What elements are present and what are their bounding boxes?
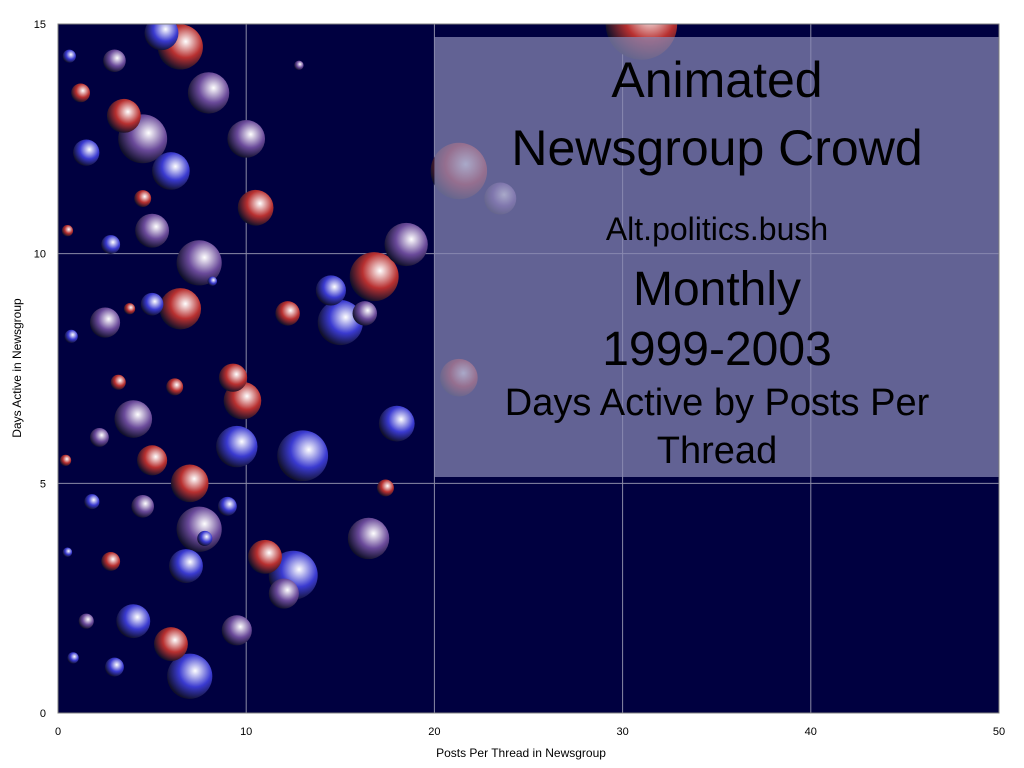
bubble bbox=[123, 303, 136, 315]
bubble-series bbox=[59, 24, 678, 699]
bubble bbox=[62, 547, 73, 557]
bubble bbox=[140, 292, 164, 316]
bubble bbox=[71, 83, 90, 103]
chart-title-line-2: Newsgroup Crowd bbox=[511, 120, 922, 176]
bubble bbox=[152, 152, 190, 190]
bubble bbox=[352, 301, 377, 326]
bubble bbox=[153, 627, 188, 662]
bubble bbox=[376, 479, 394, 497]
bubble bbox=[294, 60, 304, 71]
bubble bbox=[89, 307, 121, 338]
bubble bbox=[349, 252, 399, 302]
x-tick-label: 10 bbox=[240, 726, 252, 738]
bubble bbox=[176, 506, 222, 552]
bubble bbox=[78, 613, 94, 629]
title-panel-background bbox=[434, 37, 999, 477]
bubble bbox=[317, 299, 363, 346]
bubble bbox=[101, 235, 121, 254]
chart-subtitle: Alt.politics.bush bbox=[606, 211, 828, 247]
bubble bbox=[216, 425, 258, 468]
bubble bbox=[134, 190, 152, 208]
bubble bbox=[101, 552, 121, 571]
bubble bbox=[170, 464, 209, 503]
bubble bbox=[227, 120, 266, 158]
x-tick-label: 40 bbox=[805, 726, 817, 738]
bubble bbox=[221, 615, 252, 646]
y-tick-label: 5 bbox=[40, 478, 46, 490]
bubble bbox=[89, 427, 109, 447]
y-tick-label: 0 bbox=[40, 708, 46, 720]
bubble bbox=[135, 213, 170, 248]
bubble bbox=[378, 405, 415, 442]
bubble bbox=[106, 98, 141, 133]
bubble bbox=[62, 49, 76, 63]
bubble bbox=[169, 549, 203, 583]
bubble bbox=[144, 24, 179, 51]
x-tick-label: 20 bbox=[428, 726, 440, 738]
x-tick-label: 30 bbox=[616, 726, 628, 738]
bubble bbox=[277, 430, 329, 482]
chart-title-line-1: Animated bbox=[611, 52, 822, 108]
y-axis-ticks: 0 5 10 15 bbox=[34, 19, 46, 720]
y-axis-label: Days Active in Newsgroup bbox=[10, 298, 24, 438]
x-tick-label: 0 bbox=[55, 726, 61, 738]
bubble bbox=[73, 139, 100, 166]
x-axis-ticks: 0 10 20 30 40 50 bbox=[55, 726, 1005, 738]
bubble bbox=[347, 517, 390, 560]
y-tick-label: 10 bbox=[34, 249, 46, 261]
bubble bbox=[159, 288, 202, 330]
bubble bbox=[218, 363, 248, 392]
y-tick-label: 15 bbox=[34, 19, 46, 31]
bubble bbox=[167, 653, 213, 699]
chart-description-line-2: Thread bbox=[657, 430, 777, 472]
bubble bbox=[67, 652, 79, 664]
bubble bbox=[110, 374, 126, 390]
bubble bbox=[166, 378, 184, 396]
bubble bbox=[187, 72, 230, 114]
bubble bbox=[197, 530, 213, 546]
x-tick-label: 50 bbox=[993, 726, 1005, 738]
title-panel: Animated Newsgroup Crowd Alt.politics.bu… bbox=[434, 37, 999, 477]
bubble bbox=[114, 400, 153, 438]
bubble bbox=[248, 539, 282, 574]
bubble bbox=[315, 275, 346, 306]
plot-border bbox=[57, 23, 1000, 714]
chart-years: 1999-2003 bbox=[602, 323, 832, 376]
bubble bbox=[268, 578, 299, 609]
bubble bbox=[217, 496, 237, 516]
bubble bbox=[59, 454, 72, 467]
bubble bbox=[116, 604, 151, 639]
bubble bbox=[103, 49, 126, 73]
bubble bbox=[237, 189, 274, 226]
bubble bbox=[207, 276, 218, 286]
bubble bbox=[105, 657, 124, 677]
x-axis-label: Posts Per Thread in Newsgroup bbox=[436, 746, 606, 760]
bubble bbox=[176, 240, 222, 286]
bubble bbox=[131, 495, 154, 518]
bubble bbox=[64, 329, 78, 343]
chart-period: Monthly bbox=[633, 263, 801, 316]
bubble bbox=[137, 445, 168, 476]
bubble bbox=[275, 301, 300, 326]
bubble bbox=[84, 494, 100, 510]
chart-description-line-1: Days Active by Posts Per bbox=[505, 382, 930, 424]
bubble bbox=[384, 222, 428, 267]
bubble bbox=[61, 225, 74, 237]
